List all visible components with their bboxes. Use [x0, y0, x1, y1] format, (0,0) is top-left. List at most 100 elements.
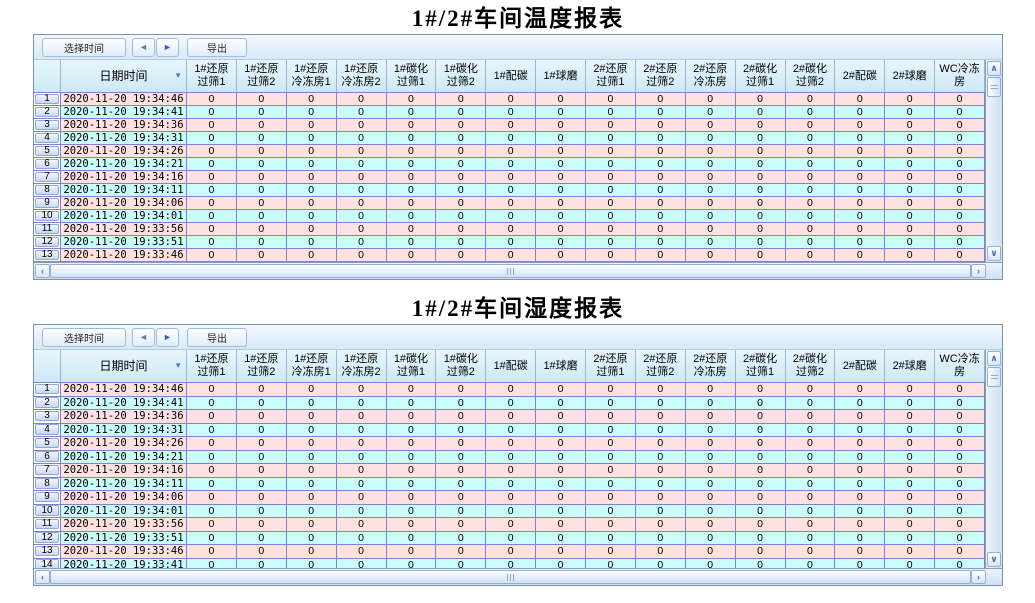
table-row[interactable]: 9 2020-11-20 19:34:06 0 0 0 0 0 0 0 0 0 0 0 0 0 0 0 0: [34, 197, 985, 210]
select-time-button[interactable]: 选择时间: [42, 37, 126, 57]
scroll-right-button[interactable]: ›: [971, 264, 986, 278]
table-row[interactable]: 10 2020-11-20 19:34:01 0 0 0 0 0 0 0 0 0 0 0 0 0 0 0 0: [34, 210, 985, 223]
scroll-left-button[interactable]: ‹: [35, 570, 50, 584]
table-row[interactable]: 3 2020-11-20 19:34:36 0 0 0 0 0 0 0 0 0 0 0 0 0 0 0 0: [34, 410, 985, 424]
row-number-cell[interactable]: 10: [34, 504, 61, 518]
row-number-cell[interactable]: 8: [34, 477, 61, 491]
column-header[interactable]: 1#配碳: [486, 350, 537, 382]
table-row[interactable]: 11 2020-11-20 19:33:56 0 0 0 0 0 0 0 0 0 0 0 0 0 0 0 0: [34, 223, 985, 236]
row-number-cell[interactable]: 7: [34, 464, 61, 478]
row-number-cell[interactable]: 2: [34, 106, 61, 119]
table-row[interactable]: 5 2020-11-20 19:34:26 0 0 0 0 0 0 0 0 0 0 0 0 0 0 0 0: [34, 437, 985, 451]
export-button[interactable]: 导出: [187, 327, 247, 347]
row-number-cell[interactable]: 13: [34, 249, 61, 262]
scroll-down-button[interactable]: ∨: [987, 552, 1001, 567]
row-number-cell[interactable]: 6: [34, 450, 61, 464]
table-row[interactable]: 13 2020-11-20 19:33:46 0 0 0 0 0 0 0 0 0 0 0 0 0 0 0 0: [34, 545, 985, 559]
table-row[interactable]: 2 2020-11-20 19:34:41 0 0 0 0 0 0 0 0 0 0 0 0 0 0 0 0: [34, 106, 985, 119]
next-page-button[interactable]: ►: [156, 327, 179, 347]
table-row[interactable]: 8 2020-11-20 19:34:11 0 0 0 0 0 0 0 0 0 0 0 0 0 0 0 0: [34, 184, 985, 197]
table-row[interactable]: 4 2020-11-20 19:34:31 0 0 0 0 0 0 0 0 0 0 0 0 0 0 0 0: [34, 132, 985, 145]
column-header[interactable]: 2#还原 冷冻房: [686, 60, 736, 92]
column-header[interactable]: 1#还原 过筛1: [187, 60, 237, 92]
column-header[interactable]: 1#碳化 过筛1: [387, 350, 437, 382]
horizontal-scroll-thumb[interactable]: [50, 264, 971, 278]
horizontal-scrollbar[interactable]: ‹ ›: [34, 262, 1002, 279]
column-header[interactable]: 1#还原 冷冻房1: [287, 60, 337, 92]
scroll-left-button[interactable]: ‹: [35, 264, 50, 278]
table-row[interactable]: 11 2020-11-20 19:33:56 0 0 0 0 0 0 0 0 0 0 0 0 0 0 0 0: [34, 518, 985, 532]
column-header[interactable]: 2#碳化 过筛2: [786, 350, 836, 382]
column-header[interactable]: 2#还原 过筛1: [586, 60, 636, 92]
table-row[interactable]: 1 2020-11-20 19:34:46 0 0 0 0 0 0 0 0 0 0 0 0 0 0 0 0: [34, 93, 985, 106]
column-header[interactable]: 2#碳化 过筛2: [786, 60, 836, 92]
column-header[interactable]: 1#还原 冷冻房2: [337, 350, 387, 382]
row-number-cell[interactable]: 3: [34, 119, 61, 132]
horizontal-scrollbar[interactable]: ‹ ›: [34, 568, 1002, 585]
column-header[interactable]: 2#还原 过筛1: [586, 350, 636, 382]
column-header[interactable]: 2#碳化 过筛1: [736, 350, 786, 382]
column-header[interactable]: 2#配碳: [835, 350, 886, 382]
select-time-button[interactable]: 选择时间: [42, 327, 126, 347]
row-number-cell[interactable]: 6: [34, 158, 61, 171]
column-header[interactable]: 1#配碳: [486, 60, 537, 92]
row-number-cell[interactable]: 8: [34, 184, 61, 197]
row-number-cell[interactable]: 9: [34, 491, 61, 505]
column-header[interactable]: 2#还原 冷冻房: [686, 350, 736, 382]
column-header[interactable]: 1#还原 过筛1: [187, 350, 237, 382]
column-header[interactable]: 1#还原 冷冻房1: [287, 350, 337, 382]
column-header[interactable]: 1#还原 冷冻房2: [337, 60, 387, 92]
column-header[interactable]: 1#碳化 过筛2: [436, 60, 487, 92]
row-number-cell[interactable]: 2: [34, 396, 61, 410]
column-header[interactable]: WC冷冻房: [935, 350, 985, 382]
export-button[interactable]: 导出: [187, 37, 247, 57]
row-number-cell[interactable]: 1: [34, 383, 61, 397]
row-number-cell[interactable]: 5: [34, 437, 61, 451]
scroll-down-button[interactable]: ∨: [987, 246, 1001, 261]
table-row[interactable]: 1 2020-11-20 19:34:46 0 0 0 0 0 0 0 0 0 0 0 0 0 0 0 0: [34, 383, 985, 397]
table-row[interactable]: 12 2020-11-20 19:33:51 0 0 0 0 0 0 0 0 0 0 0 0 0 0 0 0: [34, 236, 985, 249]
row-number-cell[interactable]: 4: [34, 423, 61, 437]
row-number-cell[interactable]: 1: [34, 93, 61, 106]
column-header[interactable]: 2#球磨: [885, 60, 936, 92]
prev-page-button[interactable]: ◄: [132, 327, 155, 347]
table-row[interactable]: 7 2020-11-20 19:34:16 0 0 0 0 0 0 0 0 0 0 0 0 0 0 0 0: [34, 171, 985, 184]
row-number-cell[interactable]: 9: [34, 197, 61, 210]
row-number-cell[interactable]: 5: [34, 145, 61, 158]
table-row[interactable]: 2 2020-11-20 19:34:41 0 0 0 0 0 0 0 0 0 0 0 0 0 0 0 0: [34, 396, 985, 410]
column-header[interactable]: 1#碳化 过筛1: [387, 60, 437, 92]
column-header[interactable]: 1#还原 过筛2: [237, 350, 287, 382]
row-number-cell[interactable]: 3: [34, 410, 61, 424]
vertical-scroll-thumb[interactable]: [987, 367, 1001, 387]
table-row[interactable]: 6 2020-11-20 19:34:21 0 0 0 0 0 0 0 0 0 0 0 0 0 0 0 0: [34, 450, 985, 464]
column-header[interactable]: 1#还原 过筛2: [237, 60, 287, 92]
table-row[interactable]: 10 2020-11-20 19:34:01 0 0 0 0 0 0 0 0 0 0 0 0 0 0 0 0: [34, 504, 985, 518]
table-row[interactable]: 9 2020-11-20 19:34:06 0 0 0 0 0 0 0 0 0 0 0 0 0 0 0 0: [34, 491, 985, 505]
column-header[interactable]: 2#球磨: [885, 350, 936, 382]
row-number-cell[interactable]: 12: [34, 531, 61, 545]
scroll-right-button[interactable]: ›: [971, 570, 986, 584]
column-header[interactable]: 1#球磨: [536, 350, 586, 382]
vertical-scroll-thumb[interactable]: [987, 77, 1001, 97]
row-number-cell[interactable]: 12: [34, 236, 61, 249]
column-header[interactable]: WC冷冻房: [935, 60, 985, 92]
table-row[interactable]: 13 2020-11-20 19:33:46 0 0 0 0 0 0 0 0 0 0 0 0 0 0 0 0: [34, 249, 985, 262]
row-number-cell[interactable]: 11: [34, 518, 61, 532]
next-page-button[interactable]: ►: [156, 37, 179, 57]
column-header[interactable]: 2#还原 过筛2: [636, 350, 686, 382]
datetime-column-header[interactable]: 日期时间 ▼: [61, 60, 187, 92]
vertical-scrollbar[interactable]: ∧ ∨: [985, 350, 1002, 568]
scroll-up-button[interactable]: ∧: [987, 61, 1001, 76]
table-row[interactable]: 5 2020-11-20 19:34:26 0 0 0 0 0 0 0 0 0 0 0 0 0 0 0 0: [34, 145, 985, 158]
row-number-cell[interactable]: 11: [34, 223, 61, 236]
table-row[interactable]: 12 2020-11-20 19:33:51 0 0 0 0 0 0 0 0 0 0 0 0 0 0 0 0: [34, 531, 985, 545]
prev-page-button[interactable]: ◄: [132, 37, 155, 57]
column-header[interactable]: 1#球磨: [536, 60, 586, 92]
row-number-cell[interactable]: 7: [34, 171, 61, 184]
column-header[interactable]: 2#配碳: [835, 60, 886, 92]
column-header[interactable]: 2#还原 过筛2: [636, 60, 686, 92]
table-row[interactable]: 4 2020-11-20 19:34:31 0 0 0 0 0 0 0 0 0 0 0 0 0 0 0 0: [34, 423, 985, 437]
datetime-column-header[interactable]: 日期时间 ▼: [61, 350, 187, 382]
column-header[interactable]: 1#碳化 过筛2: [436, 350, 487, 382]
table-row[interactable]: 6 2020-11-20 19:34:21 0 0 0 0 0 0 0 0 0 0 0 0 0 0 0 0: [34, 158, 985, 171]
